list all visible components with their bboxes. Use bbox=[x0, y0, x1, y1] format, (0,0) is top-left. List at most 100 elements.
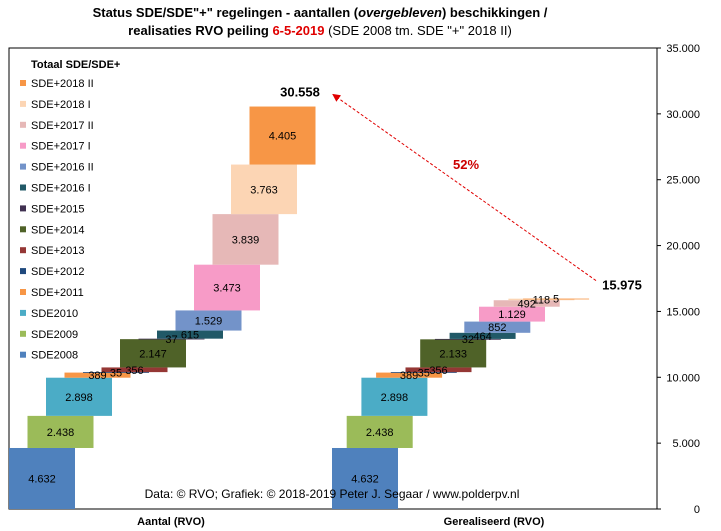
category-label-aantal: Aantal (RVO) bbox=[137, 516, 205, 528]
title-line2-b: (SDE 2008 tm. SDE "+" 2018 II) bbox=[324, 23, 511, 38]
y-tick-label: 10.000 bbox=[666, 372, 700, 384]
bar-aantal-rvo--sde2010 bbox=[46, 377, 112, 416]
data-label: 2.147 bbox=[139, 348, 167, 360]
title-part-c: ) beschikkingen / bbox=[442, 5, 548, 20]
legend-swatch bbox=[20, 184, 26, 191]
data-label: 1.529 bbox=[195, 315, 223, 327]
y-tick-label: 35.000 bbox=[666, 43, 700, 55]
legend-item: SDE+2018 I bbox=[31, 99, 91, 111]
y-tick-label: 0 bbox=[694, 504, 700, 516]
bar-gerealiseerd-rvo--sde-2016-ii bbox=[464, 321, 531, 333]
bar-aantal-rvo--sde2008 bbox=[9, 447, 75, 509]
legend-swatch bbox=[20, 351, 26, 358]
bar-aantal-rvo--sde-2011 bbox=[64, 372, 131, 378]
legend-item: SDE+2017 II bbox=[31, 120, 94, 132]
data-label: 464 bbox=[473, 331, 491, 343]
bar-gerealiseerd-rvo--sde-2017-i bbox=[479, 306, 545, 322]
data-label: 1.129 bbox=[498, 309, 526, 321]
chart-title-line1: Status SDE/SDE"+" regelingen - aantallen… bbox=[93, 5, 548, 20]
bar-gerealiseerd-rvo--sde-2014 bbox=[420, 339, 487, 368]
category-label-gerealiseerd: Gerealiseerd (RVO) bbox=[444, 516, 545, 528]
data-label: 852 bbox=[488, 322, 506, 334]
legend-item: SDE+2012 bbox=[31, 266, 85, 278]
bar-gerealiseerd-rvo--sde-2012 bbox=[390, 372, 457, 373]
legend-swatch bbox=[20, 268, 26, 275]
bar-gerealiseerd-rvo--sde2009 bbox=[346, 415, 413, 448]
total-label-gerealiseerd: 15.975 bbox=[602, 278, 642, 293]
data-label: 615 bbox=[181, 330, 199, 342]
bar-aantal-rvo--sde-2012 bbox=[83, 372, 149, 373]
data-label: 3.473 bbox=[213, 283, 241, 295]
bar-aantal-rvo--sde-2016-ii bbox=[175, 310, 242, 331]
bar-gerealiseerd-rvo--sde-2018-ii bbox=[523, 298, 590, 300]
chart-title-line2: realisaties RVO peiling 6-5-2019 (SDE 20… bbox=[128, 23, 512, 38]
legend-item: SDE2009 bbox=[31, 329, 78, 341]
legend-title: Totaal SDE/SDE+ bbox=[31, 59, 120, 71]
legend-item: SDE+2014 bbox=[31, 224, 85, 236]
legend-item: SDE+2018 II bbox=[31, 78, 94, 90]
legend-item: SDE+2015 bbox=[31, 203, 85, 215]
reduction-arrow bbox=[332, 93, 597, 281]
data-label: 4.405 bbox=[269, 131, 297, 143]
data-label: 2.438 bbox=[366, 427, 394, 439]
title-part-a: Status SDE/SDE"+" regelingen - aantallen… bbox=[93, 5, 359, 20]
bar-aantal-rvo--sde-2013 bbox=[101, 367, 168, 373]
legend-swatch bbox=[20, 247, 26, 254]
legend-item: SDE2010 bbox=[31, 308, 78, 320]
bars bbox=[9, 106, 590, 509]
data-label: 2.438 bbox=[47, 427, 75, 439]
credit-text: Data: © RVO; Grafiek: © 2018-2019 Peter … bbox=[145, 487, 520, 501]
bar-aantal-rvo--sde-2017-i bbox=[194, 264, 260, 311]
data-label: 4.632 bbox=[351, 473, 379, 485]
data-label: 37 bbox=[165, 334, 177, 346]
legend-swatch bbox=[20, 330, 26, 337]
legend: SDE+2018 II SDE+2018 I SDE+2017 II SDE+2017… bbox=[20, 78, 94, 362]
legend-swatch bbox=[20, 100, 26, 107]
data-label: 35 bbox=[418, 367, 430, 379]
bar-aantal-rvo--sde-2018-i bbox=[231, 164, 297, 215]
bar-gerealiseerd-rvo--sde-2018-i bbox=[508, 298, 575, 301]
legend-item: SDE+2016 I bbox=[31, 183, 91, 195]
legend-swatch bbox=[20, 309, 26, 316]
data-label: 4.632 bbox=[28, 473, 56, 485]
bar-aantal-rvo--sde-2017-ii bbox=[212, 214, 279, 265]
legend-item: SDE+2013 bbox=[31, 245, 85, 257]
bar-gerealiseerd-rvo--sde-2013 bbox=[405, 367, 472, 373]
legend-item: SDE2008 bbox=[31, 350, 78, 362]
bar-gerealiseerd-rvo--sde-2016-i bbox=[449, 332, 516, 339]
legend-swatch bbox=[20, 226, 26, 233]
data-label: 389 bbox=[400, 370, 418, 382]
legend-swatch bbox=[20, 289, 26, 295]
data-label: 2.898 bbox=[65, 392, 93, 404]
plot-area bbox=[8, 47, 658, 510]
data-label: 356 bbox=[125, 365, 143, 377]
legend-item: SDE+2017 I bbox=[31, 141, 91, 153]
legend-swatch bbox=[20, 142, 26, 149]
bar-gerealiseerd-rvo--sde2008 bbox=[332, 447, 398, 509]
data-label: 118 bbox=[533, 294, 551, 306]
title-part-italic: overgebleven bbox=[358, 5, 442, 20]
data-label: 35 bbox=[110, 367, 122, 379]
legend-swatch bbox=[20, 80, 26, 86]
bar-gerealiseerd-rvo--sde-2011 bbox=[376, 372, 443, 378]
y-tick-label: 20.000 bbox=[666, 241, 700, 253]
y-tick-label: 25.000 bbox=[666, 175, 700, 187]
bar-gerealiseerd-rvo--sde-2015 bbox=[434, 338, 501, 340]
legend-swatch bbox=[20, 121, 26, 128]
legend-item: SDE+2016 II bbox=[31, 162, 94, 174]
data-label: 389 bbox=[88, 370, 106, 382]
bar-gerealiseerd-rvo--sde-2017-ii bbox=[493, 300, 560, 307]
data-label: 492 bbox=[518, 298, 536, 310]
bar-aantal-rvo--sde-2016-i bbox=[157, 330, 223, 339]
bar-aantal-rvo--sde2009 bbox=[27, 415, 94, 448]
title-date: 6-5-2019 bbox=[272, 23, 324, 38]
y-tick-label: 30.000 bbox=[666, 109, 700, 121]
bar-aantal-rvo--sde-2014 bbox=[120, 339, 186, 368]
legend-item: SDE+2011 bbox=[31, 287, 84, 299]
data-label: 3.763 bbox=[250, 184, 278, 196]
data-label: 2.898 bbox=[381, 392, 409, 404]
y-tick-label: 5.000 bbox=[672, 438, 700, 450]
data-label: 3.839 bbox=[232, 234, 260, 246]
